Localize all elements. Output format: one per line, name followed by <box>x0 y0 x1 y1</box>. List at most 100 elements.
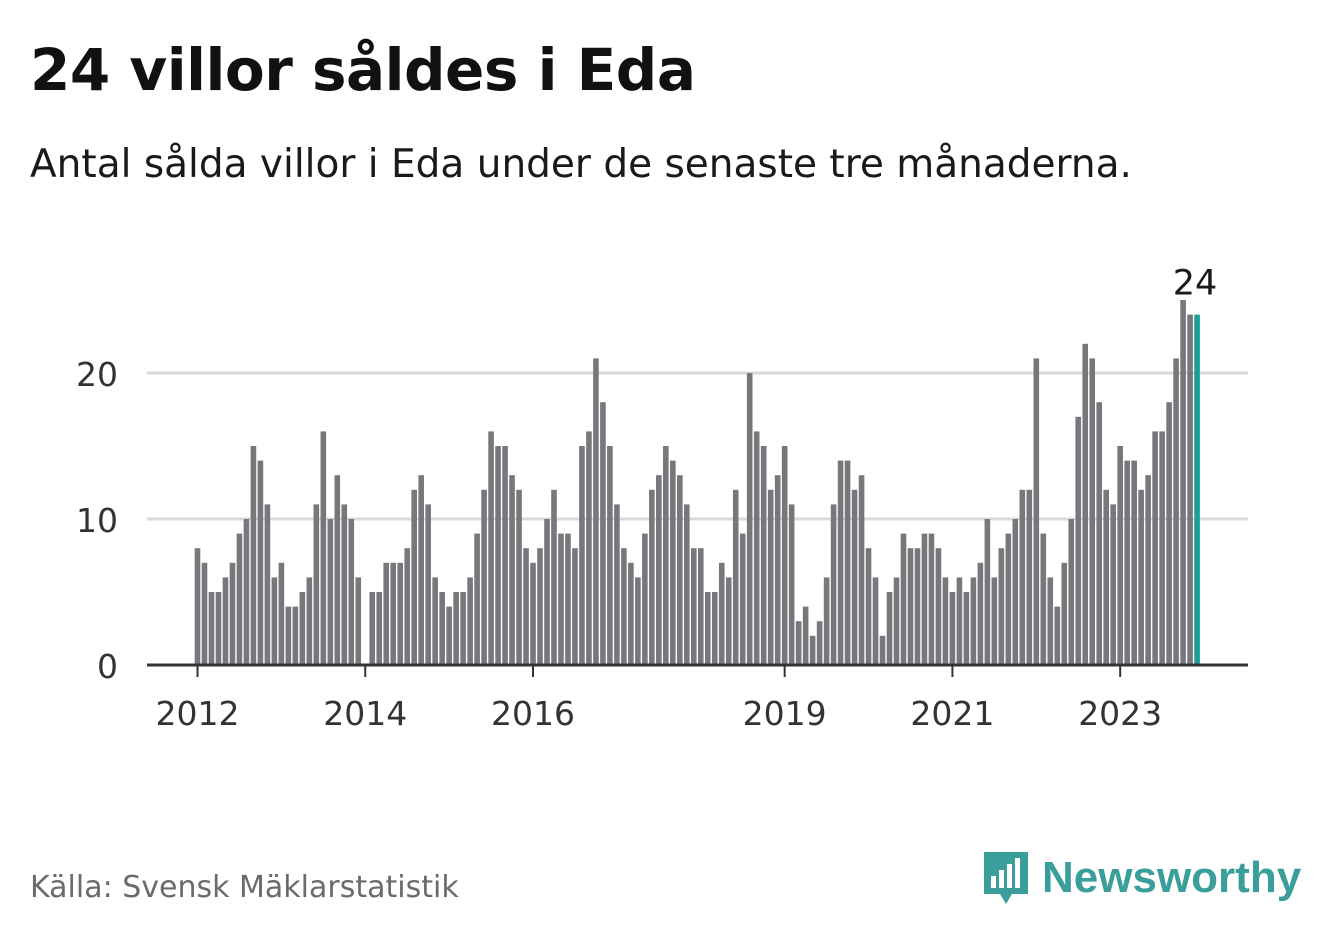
bar <box>432 577 438 665</box>
bar <box>334 475 341 665</box>
bar <box>292 606 299 665</box>
bar <box>201 562 208 665</box>
bar <box>523 548 529 665</box>
bar <box>711 592 718 665</box>
bar <box>600 402 606 665</box>
bar <box>390 562 397 665</box>
bar <box>663 446 669 665</box>
bar <box>739 533 746 665</box>
newsworthy-logo-icon <box>984 852 1028 904</box>
x-tick-label-2016: 2016 <box>491 694 575 733</box>
bar <box>488 431 494 665</box>
axis-labels: 0 10 20 2012 2014 2016 2019 2021 2023 24 <box>76 264 1217 733</box>
x-tick-label-2019: 2019 <box>743 694 827 733</box>
bar <box>1075 416 1082 665</box>
source-note: Källa: Svensk Mäklarstatistik <box>30 870 459 905</box>
highlight-value-label: 24 <box>1173 264 1218 304</box>
bar <box>1005 533 1012 665</box>
bar <box>1180 300 1186 665</box>
bar <box>760 446 767 665</box>
bar <box>1047 577 1054 665</box>
bar <box>977 562 984 665</box>
bar <box>236 533 243 665</box>
bar <box>586 431 592 665</box>
bar <box>928 533 935 665</box>
bar <box>942 577 949 665</box>
bar <box>823 577 830 665</box>
bar <box>970 577 977 665</box>
bar <box>467 577 473 665</box>
bar <box>348 519 355 665</box>
bar <box>684 504 690 665</box>
bar <box>495 446 501 665</box>
bar <box>264 504 271 665</box>
bar <box>579 446 585 665</box>
bar <box>697 548 704 665</box>
bar <box>544 519 550 665</box>
bar <box>628 562 634 665</box>
bar <box>1124 460 1130 665</box>
bar <box>732 489 739 665</box>
x-tick-label-2014: 2014 <box>323 694 407 733</box>
bar <box>250 446 257 665</box>
bar <box>830 504 837 665</box>
bar <box>1173 358 1179 665</box>
bar <box>956 577 963 665</box>
bar <box>1040 533 1047 665</box>
bar <box>313 504 320 665</box>
bar <box>425 504 431 665</box>
bar <box>635 577 641 665</box>
bar <box>844 460 851 665</box>
bar <box>306 577 313 665</box>
bar <box>949 592 956 665</box>
newsworthy-brand[interactable]: Newsworthy <box>982 848 1301 908</box>
bar <box>788 504 795 665</box>
bar <box>341 504 348 665</box>
bar <box>509 475 515 665</box>
bar <box>1082 343 1089 665</box>
bar <box>1068 519 1075 665</box>
chart-subtitle: Antal sålda villor i Eda under de senast… <box>30 142 1132 187</box>
bar <box>858 475 865 665</box>
bar <box>1131 460 1137 665</box>
bar <box>502 446 508 665</box>
bar <box>914 548 921 665</box>
bar <box>411 489 417 665</box>
bar <box>1026 489 1033 665</box>
bar <box>802 606 809 665</box>
bar <box>285 606 292 665</box>
bar <box>404 548 410 665</box>
bar <box>194 548 201 665</box>
bar <box>418 475 424 665</box>
bar <box>1103 489 1109 665</box>
bar <box>460 592 466 665</box>
bar <box>474 533 480 665</box>
bar <box>537 548 543 665</box>
bar <box>746 373 753 665</box>
bar <box>781 446 788 665</box>
bar-highlight <box>1194 314 1200 665</box>
bar <box>921 533 928 665</box>
bar <box>383 562 390 665</box>
bar <box>551 489 557 665</box>
bar <box>907 548 914 665</box>
bar <box>642 533 648 665</box>
bar <box>1110 504 1116 665</box>
bar <box>718 562 725 665</box>
bar <box>530 562 536 665</box>
bar <box>991 577 998 665</box>
bar <box>327 519 334 665</box>
bar <box>1089 358 1096 665</box>
bar <box>1152 431 1158 665</box>
bar <box>397 562 404 665</box>
bar <box>865 548 872 665</box>
bar <box>621 548 627 665</box>
brand-name: Newsworthy <box>1042 853 1302 902</box>
bar <box>795 621 802 665</box>
bar <box>208 592 215 665</box>
x-tick-label-2021: 2021 <box>910 694 994 733</box>
bar <box>355 577 362 665</box>
bar <box>565 533 571 665</box>
x-tick-label-2012: 2012 <box>156 694 240 733</box>
